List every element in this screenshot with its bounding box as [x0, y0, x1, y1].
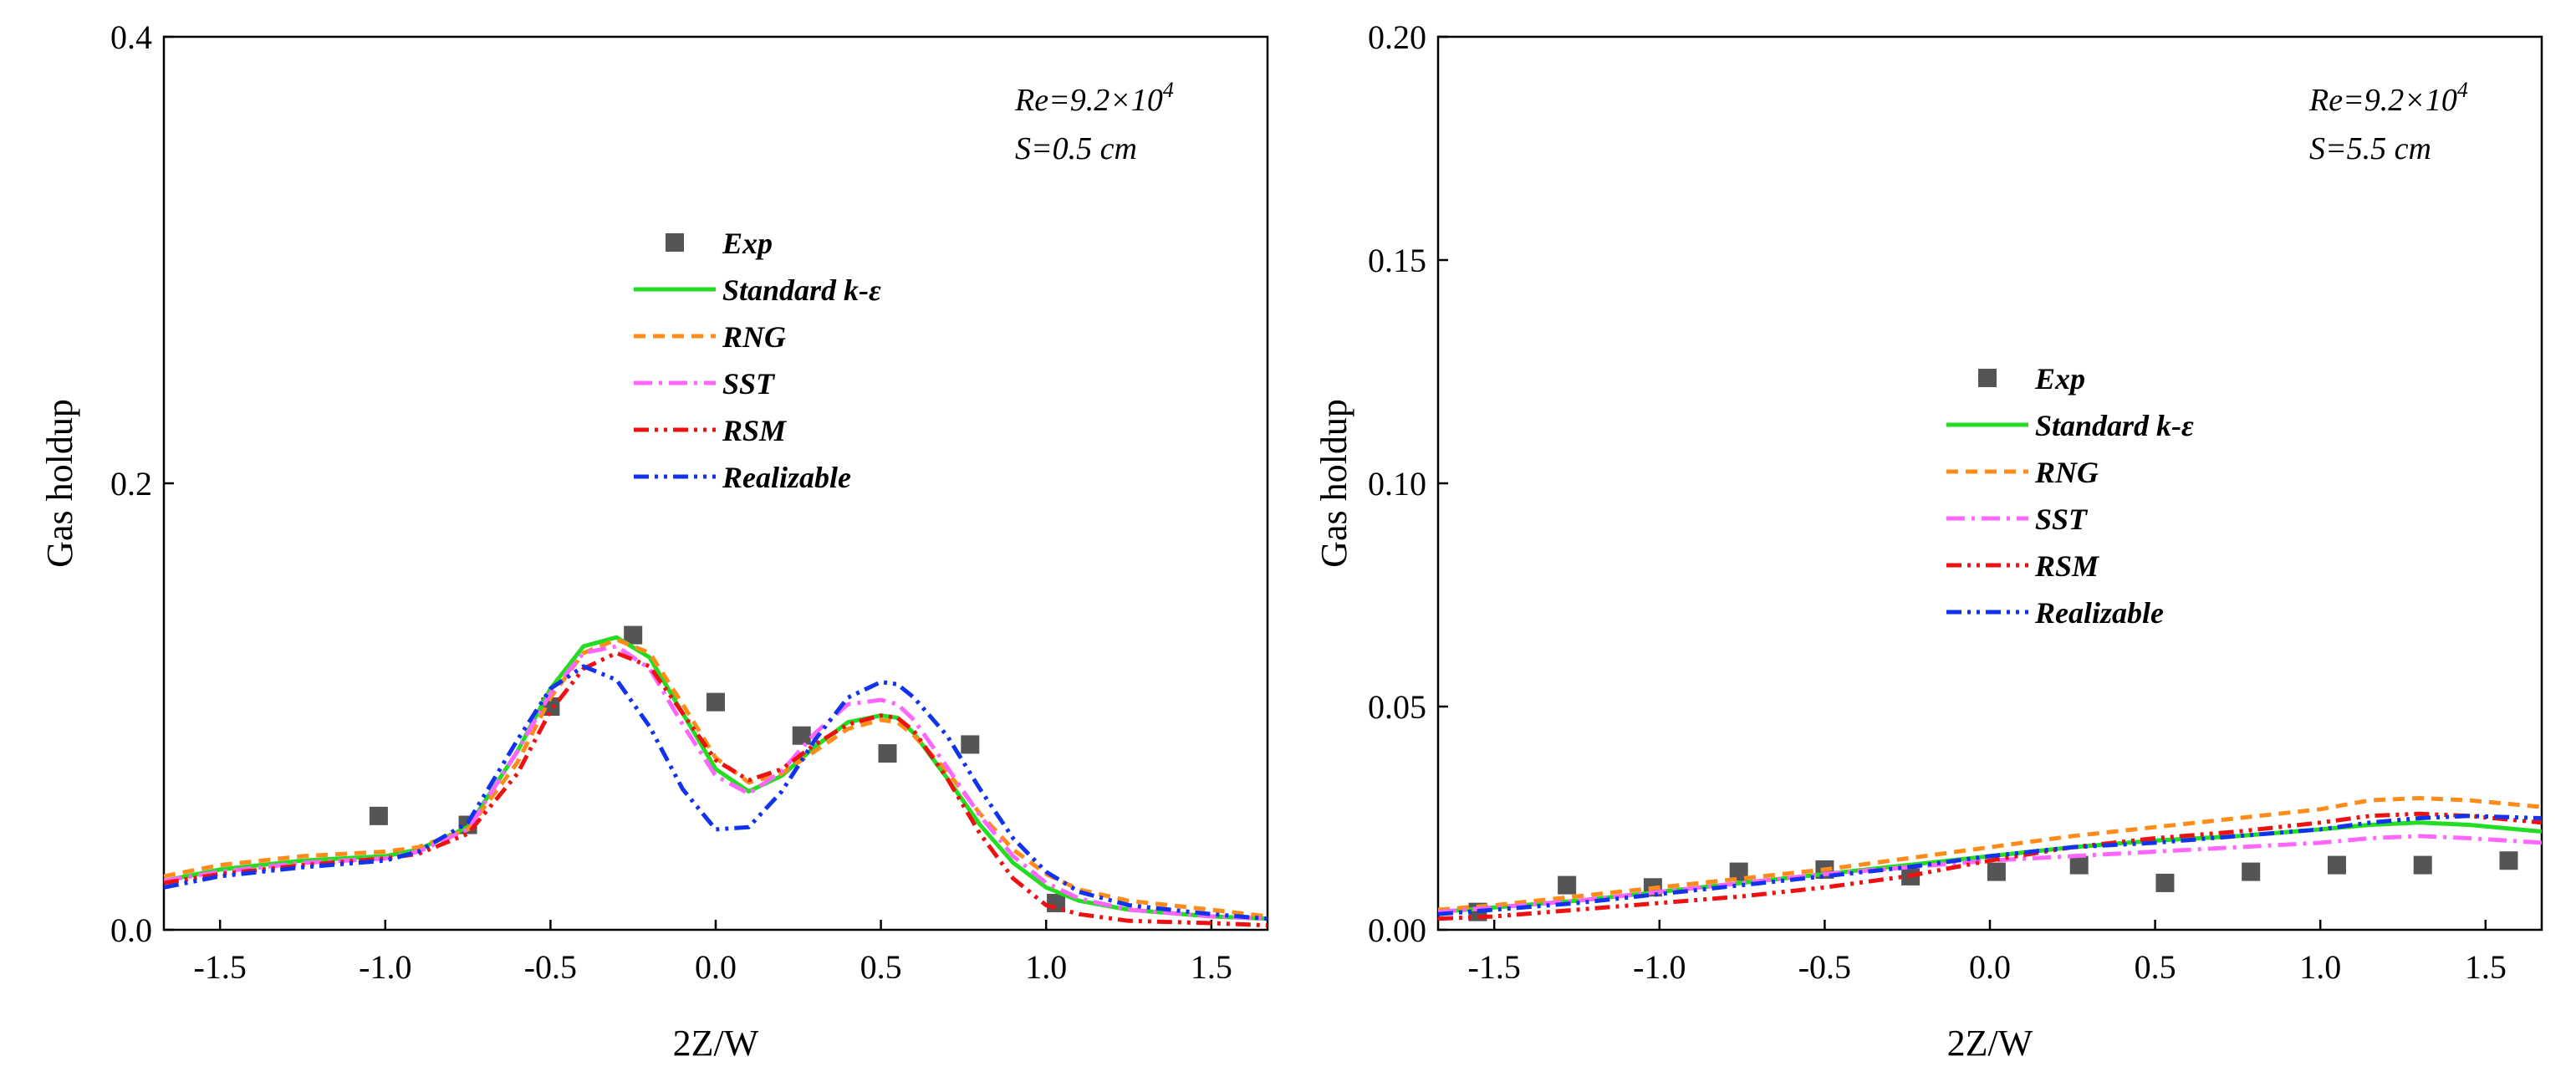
x-tick-label: 1.5: [2465, 948, 2507, 986]
series-line-rng: [1438, 796, 2542, 912]
y-tick-label: 0.2: [110, 465, 152, 503]
x-tick-label: -1.5: [1468, 948, 1521, 986]
exp-data-point: [1729, 862, 1748, 881]
x-axis-label: 2Z/W: [1947, 1023, 2033, 1064]
x-tick-label: -1.5: [194, 948, 247, 986]
plot-area-frame: [162, 35, 1269, 931]
y-axis-label: Gas holdup: [1314, 399, 1354, 568]
exp-data-point: [2499, 851, 2518, 870]
legend-label-standard-k: Standard k-ε: [722, 273, 881, 307]
legend-label-sst: SST: [722, 367, 776, 401]
x-tick-label: 0.0: [695, 948, 737, 986]
exp-data-point: [369, 806, 388, 825]
legend-label-rng: RNG: [722, 320, 786, 354]
x-tick-label: 1.0: [2299, 948, 2341, 986]
exp-data-point: [706, 692, 725, 712]
y-axis-label: Gas holdup: [39, 399, 80, 568]
legend-label-realizable: Realizable: [722, 461, 851, 494]
series-line-realizable: [164, 664, 1268, 921]
exp-data-point: [792, 726, 811, 745]
legend-label-exp: Exp: [2034, 362, 2085, 396]
y-tick-label: 0.0: [110, 911, 152, 949]
x-axis-label: 2Z/W: [673, 1023, 759, 1064]
series-line-realizable: [1438, 814, 2542, 916]
plot-area-frame: [1436, 35, 2543, 931]
x-tick-label: 1.5: [1191, 948, 1232, 986]
exp-data-point: [2327, 855, 2346, 875]
series-line-sst: [1438, 834, 2542, 915]
exp-data-point: [1987, 862, 2006, 881]
y-tick-label: 0.00: [1368, 911, 1426, 949]
chart-panel-right: -1.5 -1.0 -0.5 0.0 0.5 1.0 1.5 0.00 0.05 0.10 0.15…: [1314, 18, 2543, 1064]
y-tick-label: 0.4: [110, 18, 152, 56]
x-tick-label: 0.0: [1969, 948, 2011, 986]
legend-label-standard-k: Standard k-ε: [2035, 409, 2194, 442]
legend-label-rsm: RSM: [722, 414, 788, 447]
legend-label-rng: RNG: [2034, 456, 2099, 489]
y-tick-label: 0.15: [1368, 242, 1426, 279]
y-tick-label: 0.05: [1368, 688, 1426, 726]
exp-data-point: [2413, 855, 2432, 875]
legend-marker-exp: [666, 233, 684, 252]
exp-data-point: [2069, 855, 2089, 875]
exp-data-point: [878, 744, 897, 763]
reynolds-annotation: Re=9.2×104: [2308, 78, 2468, 118]
legend-label-sst: SST: [2035, 503, 2089, 536]
x-tick-label: -0.5: [1798, 948, 1851, 986]
x-tick-label: 0.5: [860, 948, 902, 986]
legend: Exp Standard k-ε RNG SST RSM Realizable: [1946, 362, 2194, 630]
legend-marker-exp: [1978, 369, 1997, 387]
spacing-annotation: S=0.5 cm: [1015, 131, 1137, 166]
exp-data-point: [2155, 873, 2175, 892]
legend-label-realizable: Realizable: [2034, 596, 2164, 630]
exp-data-point: [2242, 862, 2261, 881]
y-tick-label: 0.10: [1368, 465, 1426, 503]
x-tick-label: 0.5: [2135, 948, 2176, 986]
series-line-rng: [164, 637, 1268, 919]
legend: Exp Standard k-ε RNG SST RSM Realizable: [634, 227, 881, 494]
spacing-annotation: S=5.5 cm: [2309, 131, 2431, 166]
x-tick-label: -1.0: [359, 948, 411, 986]
x-tick-label: -1.0: [1633, 948, 1686, 986]
chart-panel-left: -1.5 -1.0 -0.5 0.0 0.5 1.0 1.5 0.0 0.2 0.4 2Z/W G…: [39, 18, 1269, 1064]
series-line-rsm: [164, 651, 1268, 928]
reynolds-annotation: Re=9.2×104: [1014, 78, 1174, 118]
legend-label-exp: Exp: [722, 227, 773, 260]
exp-data-point: [624, 625, 643, 645]
exp-data-point: [961, 735, 980, 754]
series-line-standard-k: [164, 635, 1268, 921]
legend-label-rsm: RSM: [2034, 549, 2100, 583]
y-tick-label: 0.20: [1368, 18, 1426, 56]
series-line-rsm: [1438, 811, 2542, 921]
series-line-sst: [164, 644, 1268, 921]
x-tick-label: 1.0: [1025, 948, 1067, 986]
exp-data-point: [1558, 875, 1577, 895]
x-tick-label: -0.5: [524, 948, 577, 986]
